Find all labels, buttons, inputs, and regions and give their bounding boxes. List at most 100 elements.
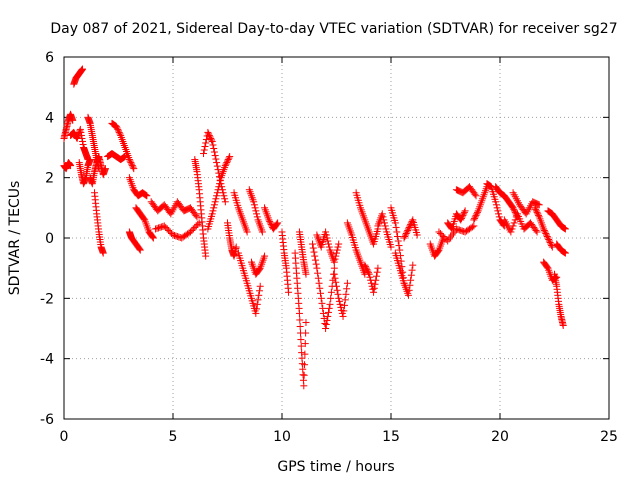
data-point xyxy=(472,211,480,219)
data-point xyxy=(332,278,340,286)
data-point xyxy=(495,210,503,218)
data-point xyxy=(457,216,465,224)
data-point xyxy=(511,207,519,215)
data-point xyxy=(295,309,303,317)
data-point xyxy=(170,231,178,239)
data-point xyxy=(493,204,501,212)
data-point xyxy=(363,266,371,274)
data-point xyxy=(258,228,266,236)
data-point xyxy=(457,214,465,222)
data-point xyxy=(261,252,269,260)
data-point xyxy=(402,229,410,237)
data-point xyxy=(128,160,136,168)
data-point xyxy=(211,152,219,160)
data-point xyxy=(364,269,372,277)
data-point xyxy=(252,309,260,317)
data-point xyxy=(317,294,325,302)
data-point xyxy=(112,122,120,130)
data-point xyxy=(79,137,87,145)
data-point xyxy=(172,232,180,240)
data-point xyxy=(460,210,468,218)
data-point xyxy=(561,224,569,232)
data-point xyxy=(300,371,308,379)
data-point xyxy=(216,180,224,188)
data-point xyxy=(191,223,199,231)
data-point xyxy=(332,252,340,260)
data-point xyxy=(487,182,495,190)
data-point xyxy=(213,162,221,170)
data-point xyxy=(166,228,174,236)
data-point xyxy=(486,182,494,190)
y-tick-label: -6 xyxy=(40,412,54,428)
data-point xyxy=(224,156,232,164)
data-point xyxy=(392,223,400,231)
data-point xyxy=(333,282,340,290)
data-point xyxy=(255,265,263,273)
data-point xyxy=(207,134,215,142)
data-point xyxy=(378,210,386,218)
data-point xyxy=(373,268,381,276)
data-point xyxy=(362,263,370,271)
data-point xyxy=(531,204,539,212)
data-point xyxy=(253,300,261,308)
data-point xyxy=(126,157,134,165)
data-point xyxy=(561,249,569,257)
data-point xyxy=(334,243,342,251)
data-point xyxy=(127,159,135,167)
data-point xyxy=(546,239,554,247)
data-point xyxy=(159,222,167,230)
data-point xyxy=(128,162,136,170)
data-point xyxy=(535,201,543,209)
data-point xyxy=(121,153,129,161)
tick-layer: 0 5 10 15 20 25 -6 -4 -2 0 2 4 6 xyxy=(40,50,618,445)
data-point xyxy=(76,125,84,133)
data-point xyxy=(434,247,442,255)
x-tick-label: 20 xyxy=(491,429,509,445)
data-point xyxy=(394,237,402,245)
data-point xyxy=(407,276,415,284)
data-point xyxy=(222,160,230,168)
y-tick-label: 4 xyxy=(45,110,54,126)
data-point xyxy=(194,220,202,228)
data-point xyxy=(510,219,518,227)
data-point xyxy=(330,270,338,278)
data-point xyxy=(210,201,218,209)
data-point xyxy=(333,286,341,294)
data-point xyxy=(309,240,317,248)
data-point xyxy=(101,165,109,173)
data-point xyxy=(243,228,251,236)
data-point xyxy=(213,189,221,197)
data-point xyxy=(532,207,540,215)
data-point xyxy=(396,246,404,254)
data-point xyxy=(214,186,222,194)
data-point xyxy=(509,204,517,212)
data-point xyxy=(285,288,293,296)
data-point xyxy=(318,299,326,307)
data-point xyxy=(226,153,234,161)
data-point xyxy=(200,150,208,158)
data-point xyxy=(343,285,351,293)
data-point xyxy=(300,382,308,390)
data-point xyxy=(296,322,304,330)
data-point xyxy=(532,226,540,234)
data-point xyxy=(407,271,415,279)
data-point xyxy=(342,290,350,298)
data-point xyxy=(341,296,349,304)
data-point xyxy=(202,139,210,147)
data-point xyxy=(205,131,213,139)
data-point xyxy=(364,267,372,275)
data-point xyxy=(336,300,344,308)
data-point xyxy=(335,297,343,305)
data-point xyxy=(322,320,330,328)
data-point xyxy=(302,270,310,278)
data-point xyxy=(323,234,331,242)
data-point xyxy=(160,222,168,230)
data-point xyxy=(200,146,208,154)
data-point xyxy=(534,210,542,218)
data-point xyxy=(362,264,370,272)
data-point xyxy=(400,234,408,242)
data-point xyxy=(204,128,212,136)
data-point xyxy=(492,201,500,209)
y-tick-label: -2 xyxy=(40,291,54,307)
data-point xyxy=(339,312,347,320)
